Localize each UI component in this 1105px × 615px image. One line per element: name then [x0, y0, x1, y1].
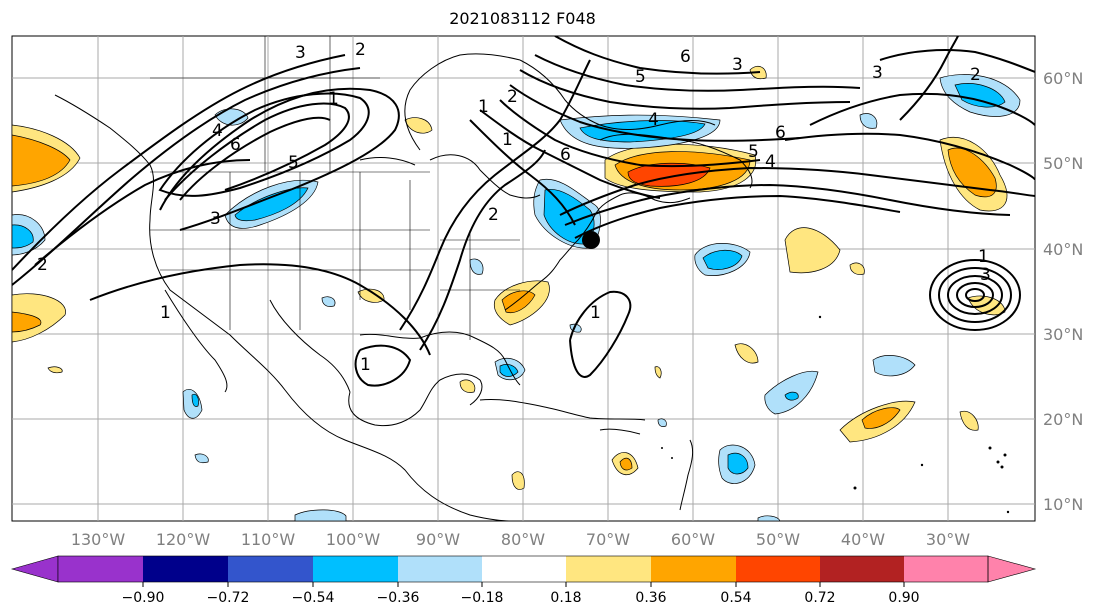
contour-lines	[12, 36, 1035, 387]
colorbar-tick-label: −0.18	[461, 590, 504, 606]
lon-label: 50°W	[756, 530, 800, 549]
lon-label: 100°W	[326, 530, 381, 549]
contour-label: 5	[635, 67, 646, 87]
colorbar-segment	[904, 556, 988, 582]
contour-label: 2	[355, 40, 366, 60]
lon-label: 30°W	[926, 530, 970, 549]
contour-labels: 3 2 1 1 2 6 5 4 3 6 3 6 2 4 5 6 5 4 3 1 …	[37, 40, 991, 375]
colorbar-segment	[820, 556, 904, 582]
lat-label: 10°N	[1043, 495, 1083, 514]
lat-label: 40°N	[1043, 240, 1083, 259]
lat-label: 60°N	[1043, 69, 1083, 88]
contour-label: 2	[37, 255, 48, 275]
contour-label: 5	[748, 142, 759, 162]
colorbar-segment	[482, 556, 566, 582]
lon-label: 60°W	[671, 530, 715, 549]
contour-label: 1	[502, 130, 513, 150]
colorbar-segment	[143, 556, 228, 582]
colorbar-tick-label: 0.72	[804, 590, 835, 606]
lon-label: 130°W	[71, 530, 126, 549]
colorbar-segment	[313, 556, 398, 582]
colorbar-tick-label: −0.90	[122, 590, 165, 606]
colorbar-tick-label: −0.72	[207, 590, 250, 606]
contour-label: 4	[765, 152, 776, 172]
colorbar-tick-label: 0.90	[888, 590, 919, 606]
contour-label: 3	[210, 209, 221, 229]
storm-center-marker	[582, 231, 600, 249]
colorbar-segment	[398, 556, 482, 582]
lon-label: 80°W	[501, 530, 545, 549]
lat-label: 30°N	[1043, 325, 1083, 344]
contour-label: 6	[775, 123, 786, 143]
contour-label: 3	[872, 63, 883, 83]
colorbar-tick-label: −0.54	[292, 590, 335, 606]
lon-label: 70°W	[586, 530, 630, 549]
colorbar-segment	[736, 556, 820, 582]
colorbar-extend-low	[10, 555, 59, 583]
lon-label: 40°W	[841, 530, 885, 549]
colorbar-tick-label: 0.36	[635, 590, 666, 606]
map-title: 2021083112 F048	[449, 9, 596, 28]
colorbar-segment	[58, 556, 143, 582]
contour-label: 3	[980, 265, 991, 285]
lon-label: 120°W	[156, 530, 211, 549]
contour-label: 2	[507, 87, 518, 107]
contour-label: 1	[160, 303, 171, 323]
colorbar-tick-label: −0.36	[377, 590, 420, 606]
contour-label: 6	[560, 145, 571, 165]
islands	[661, 315, 1010, 514]
colorbar-segment	[228, 556, 313, 582]
latitude-labels: 60°N 50°N 40°N 30°N 20°N 10°N	[1043, 69, 1083, 514]
contour-label: 1	[590, 303, 601, 323]
colorbar-segment	[651, 556, 736, 582]
contour-label: 1	[328, 89, 339, 109]
contour-label: 4	[648, 110, 659, 130]
contour-label: 2	[488, 205, 499, 225]
colorbar: −0.90 −0.72 −0.54 −0.36 −0.18 0.18 0.36 …	[10, 555, 1037, 606]
contour-label: 1	[360, 355, 371, 375]
contour-label: 6	[230, 135, 241, 155]
colorbar-tick-label: 0.18	[550, 590, 581, 606]
longitude-labels: 130°W 120°W 110°W 100°W 90°W 80°W 70°W 6…	[71, 530, 970, 549]
colorbar-segment	[566, 556, 651, 582]
contour-label: 1	[978, 247, 989, 267]
contour-label: 3	[732, 55, 743, 75]
contour-label: 2	[970, 65, 981, 85]
contour-label: 6	[680, 47, 691, 67]
colorbar-extend-high	[987, 555, 1037, 583]
lon-label: 110°W	[241, 530, 296, 549]
colorbar-tick-label: 0.54	[720, 590, 751, 606]
contour-label: 4	[212, 121, 223, 141]
contour-label: 5	[288, 153, 299, 173]
lat-label: 50°N	[1043, 154, 1083, 173]
lat-label: 20°N	[1043, 410, 1083, 429]
lon-label: 90°W	[416, 530, 460, 549]
contour-label: 3	[295, 43, 306, 63]
contour-label: 1	[478, 97, 489, 117]
